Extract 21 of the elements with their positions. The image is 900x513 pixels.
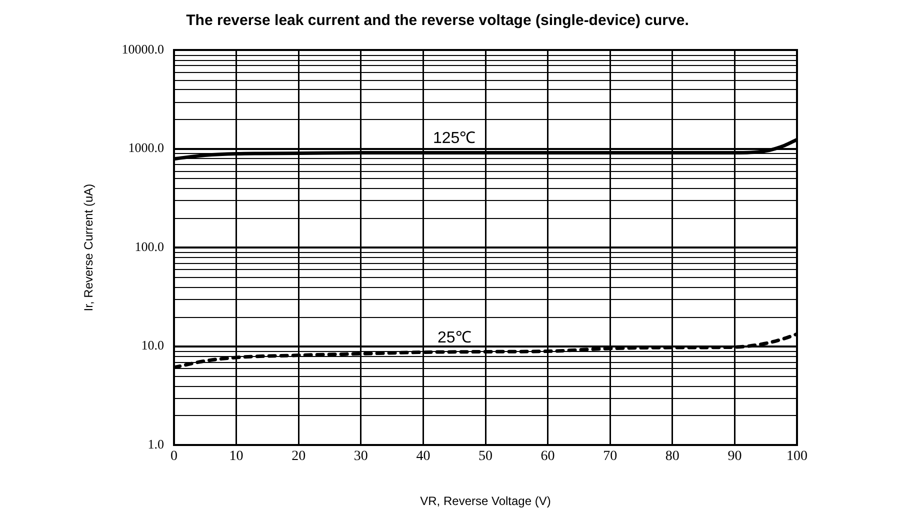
x-tick-label: 30 <box>354 449 368 464</box>
y-tick-label: 1000.0 <box>128 140 164 156</box>
y-tick-label: 10.0 <box>141 338 164 353</box>
chart-title: The reverse leak current and the reverse voltage (single-device) curve. <box>186 12 689 30</box>
x-tick-label: 90 <box>728 449 742 464</box>
x-tick-label: 10 <box>229 449 244 464</box>
y-axis-title: Ir, Reverse Current (uA) <box>82 184 96 312</box>
x-tick-label: 40 <box>416 449 430 464</box>
y-tick-label: 1.0 <box>148 436 164 452</box>
x-tick-label: 80 <box>665 449 680 464</box>
y-tick-label: 100.0 <box>134 238 164 254</box>
x-tick-label: 70 <box>603 449 618 464</box>
y-tick-label: 10000.0 <box>122 41 164 56</box>
x-tick-label: 50 <box>478 449 492 464</box>
x-tick-label: 20 <box>292 449 306 464</box>
x-tick-label: 60 <box>540 449 555 464</box>
x-axis-title: VR, Reverse Voltage (V) <box>420 494 551 508</box>
x-tick-label: 0 <box>170 449 178 464</box>
series-label: 125℃ <box>433 130 476 148</box>
x-tick-label: 100 <box>786 449 808 464</box>
series-label: 25℃ <box>437 330 472 347</box>
